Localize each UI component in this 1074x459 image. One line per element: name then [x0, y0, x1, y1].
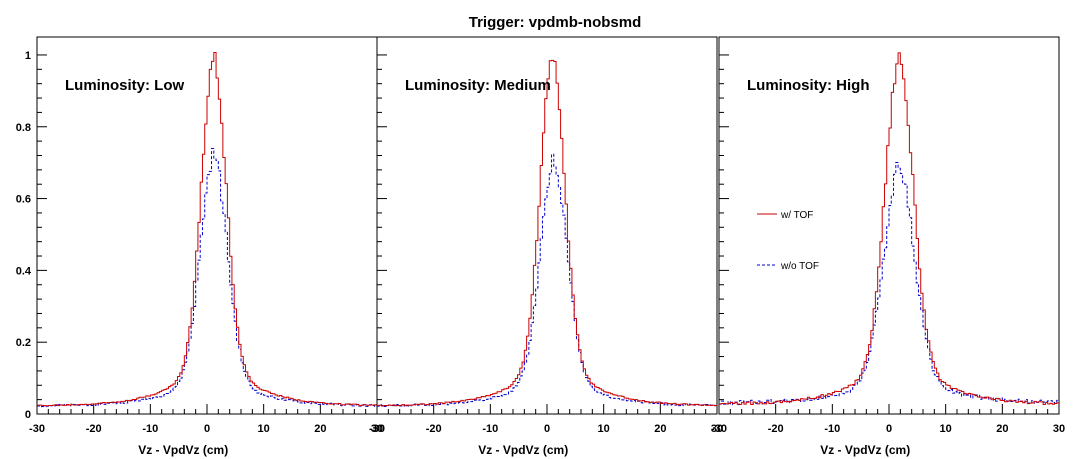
x-tick-label: 10 — [940, 423, 952, 435]
x-tick-label: -20 — [86, 423, 102, 435]
x-tick-label: 20 — [654, 423, 666, 435]
y-tick-label: 0.2 — [16, 337, 31, 349]
x-axis-label: Vz - VpdVz (cm) — [138, 443, 228, 457]
series-with-tof — [719, 52, 1059, 405]
x-tick-label: 20 — [314, 423, 326, 435]
panel-label: Luminosity: Medium — [405, 77, 551, 94]
series-without-tof — [719, 162, 1059, 406]
x-tick-label: 10 — [598, 423, 610, 435]
x-tick-label: -10 — [482, 423, 498, 435]
series-without-tof — [37, 148, 377, 408]
legend: w/ TOF w/o TOF — [757, 210, 819, 272]
panel-label: Luminosity: Low — [65, 77, 184, 94]
x-axis-label: Vz - VpdVz (cm) — [478, 443, 568, 457]
series-with-tof — [37, 52, 377, 407]
legend-label: w/ TOF — [780, 210, 813, 221]
x-tick-label: 0 — [204, 423, 210, 435]
x-tick-label: -10 — [824, 423, 840, 435]
y-tick-label: 0 — [25, 409, 31, 421]
x-tick-label: 30 — [1053, 423, 1065, 435]
y-tick-label: 0.8 — [16, 122, 31, 134]
y-tick-label: 0.4 — [16, 265, 32, 277]
x-tick-label: 10 — [258, 423, 270, 435]
x-axis-label: Vz - VpdVz (cm) — [820, 443, 910, 457]
x-tick-label: -20 — [768, 423, 784, 435]
y-tick-label: 1 — [25, 50, 31, 62]
panel-2: -30 -20 -10 0 10 20 30 Vz - VpdVz (cm) Luminosit… — [369, 36, 723, 457]
x-tick-label: -30 — [711, 423, 727, 435]
x-tick-label: 30 — [371, 423, 383, 435]
y-tick-label: 0.6 — [16, 194, 31, 206]
panel-1: -30 -20 -10 0 10 20 30 0 0.2 0.4 0.6 0.8 1 Vz - VpdVz… — [16, 36, 383, 457]
chart-title: Trigger: vpdmb-nobsmd — [469, 14, 642, 31]
x-tick-label: 0 — [544, 423, 550, 435]
series-without-tof — [377, 153, 717, 408]
x-tick-label: 30 — [711, 423, 723, 435]
panel-label: Luminosity: High — [747, 77, 870, 94]
series-with-tof — [377, 59, 717, 407]
x-tick-label: -30 — [369, 423, 385, 435]
panels: -30 -20 -10 0 10 20 30 0 0.2 0.4 0.6 0.8 1 Vz - VpdVz… — [16, 36, 1065, 457]
x-tick-label: 0 — [886, 423, 892, 435]
legend-label: w/o TOF — [780, 261, 819, 272]
x-tick-label: 20 — [996, 423, 1008, 435]
panel-3: -30 -20 -10 0 10 20 30 Vz - VpdVz (cm) Luminosit… — [711, 36, 1065, 457]
x-tick-label: -20 — [426, 423, 442, 435]
x-tick-label: -10 — [142, 423, 158, 435]
x-tick-label: -30 — [29, 423, 45, 435]
